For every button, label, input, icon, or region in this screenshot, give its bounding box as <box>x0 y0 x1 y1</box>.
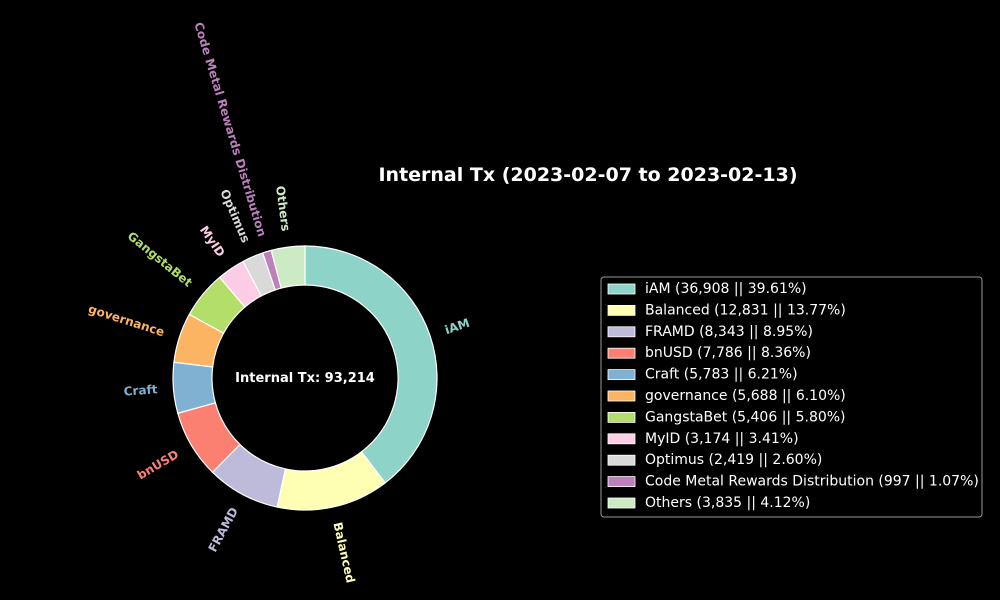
legend-swatch-balanced <box>607 304 636 316</box>
legend-label-framd: FRAMD (8,343 || 8.95%) <box>645 324 813 340</box>
legend-label-craft: Craft (5,783 || 6.21%) <box>645 367 798 383</box>
legend-label-code-metal-rewards-distribution: Code Metal Rewards Distribution (997 || … <box>645 474 979 490</box>
legend-swatch-gangstabet <box>607 411 636 423</box>
legend-label-bnusd: bnUSD (7,786 || 8.36%) <box>645 345 811 361</box>
legend-swatch-myid <box>607 433 636 445</box>
legend-swatch-governance <box>607 390 636 402</box>
legend-items: iAM (36,908 || 39.61%) Balanced (12,831 |… <box>607 281 979 511</box>
legend-label-balanced: Balanced (12,831 || 13.77%) <box>645 302 846 318</box>
legend-label-iam: iAM (36,908 || 39.61%) <box>645 281 807 297</box>
slice-iam <box>304 245 438 484</box>
legend-label-governance: governance (5,688 || 6.10%) <box>645 388 846 404</box>
legend: iAM (36,908 || 39.61%) Balanced (12,831 |… <box>600 276 983 518</box>
legend-swatch-craft <box>607 369 636 381</box>
slice-others <box>270 245 306 289</box>
center-total-label: Internal Tx: 93,214 <box>235 371 375 386</box>
legend-label-gangstabet: GangstaBet (5,406 || 5.80%) <box>645 409 846 425</box>
chart-title: Internal Tx (2023-02-07 to 2023-02-13) <box>378 164 797 186</box>
legend-swatch-code-metal-rewards-distribution <box>607 476 636 488</box>
slice-label-others: Others <box>273 185 293 232</box>
donut-slices <box>172 245 438 511</box>
legend-swatch-bnusd <box>607 347 636 359</box>
slice-label-craft: Craft <box>123 382 158 399</box>
legend-label-myid: MyID (3,174 || 3.41%) <box>645 431 799 447</box>
legend-swatch-optimus <box>607 454 636 466</box>
legend-swatch-iam <box>607 283 636 295</box>
legend-swatch-framd <box>607 326 636 338</box>
legend-label-optimus: Optimus (2,419 || 2.60%) <box>645 452 822 468</box>
legend-frame <box>600 276 983 518</box>
legend-swatch-others <box>607 497 636 509</box>
legend-label-others: Others (3,835 || 4.12%) <box>645 495 810 511</box>
